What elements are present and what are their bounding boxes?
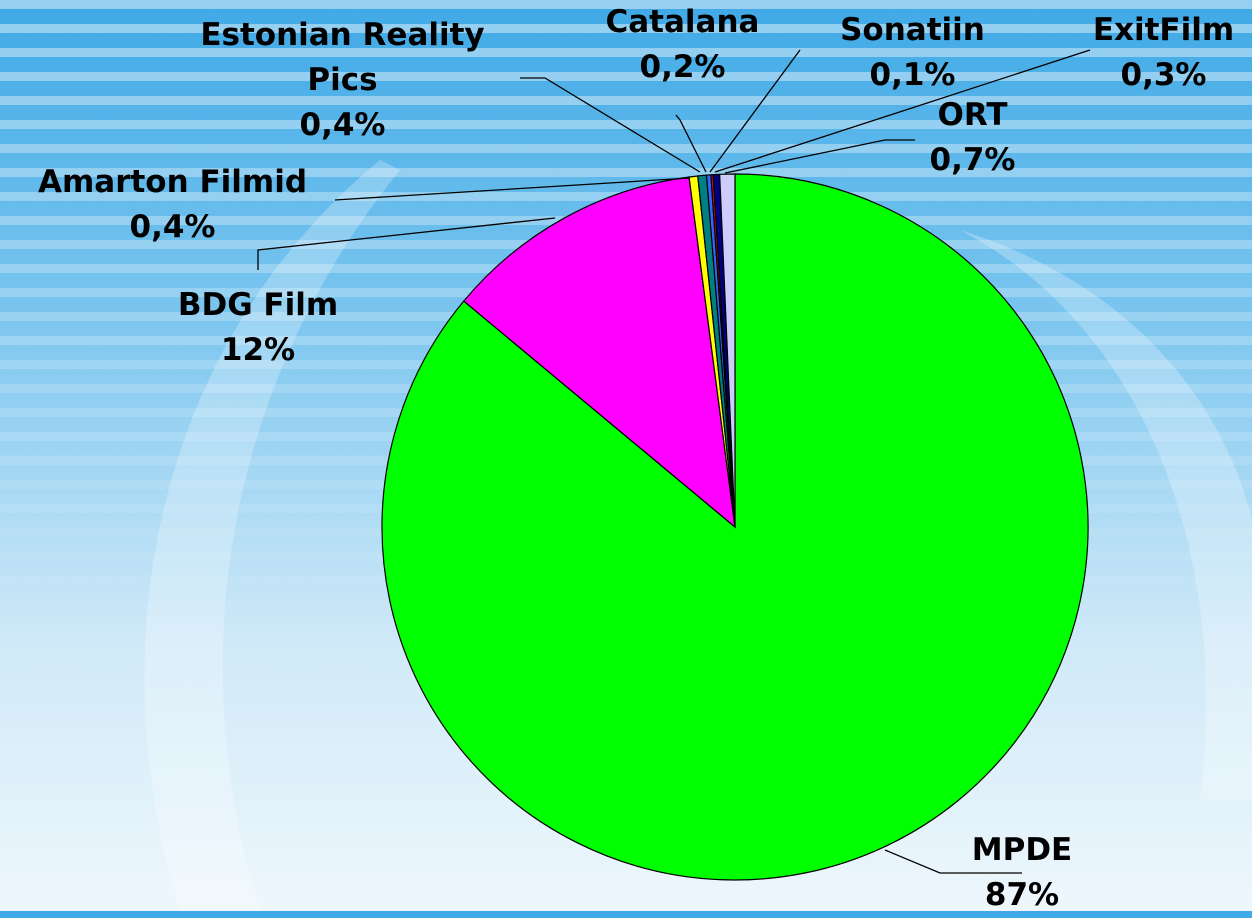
slice-name: Amarton Filmid — [37, 164, 308, 200]
background-swoosh — [960, 230, 1252, 800]
stripe — [0, 96, 1252, 105]
leader-line — [257, 217, 556, 270]
slice-value: 0,2% — [639, 49, 726, 85]
slice-label: ExitFilm 0,3% — [1075, 8, 1252, 98]
slice-value: 0,3% — [1120, 57, 1207, 93]
slice-name: ORT — [937, 97, 1008, 133]
leader-line — [724, 139, 915, 174]
stripe — [0, 168, 1252, 177]
leader-line — [714, 49, 1091, 173]
slice-label: MPDE 87% — [922, 828, 1122, 918]
slice-name: BDG Film — [177, 287, 339, 323]
leader-line — [675, 114, 707, 173]
slice-value: 0,4% — [299, 107, 386, 143]
slice-value: 0,1% — [869, 57, 956, 93]
pie — [381, 173, 1089, 881]
leader-line — [334, 177, 691, 201]
slice-name: ExitFilm — [1092, 12, 1235, 48]
pie-slice — [462, 176, 736, 529]
slice-value: 0,4% — [129, 209, 216, 245]
slice-name: Catalana — [605, 4, 760, 40]
slice-value: 87% — [984, 877, 1060, 913]
slice-label: Sonatiin 0,1% — [800, 8, 1025, 98]
pie-slice — [719, 173, 736, 528]
stripe — [0, 72, 1252, 81]
background-swoosh — [144, 160, 400, 911]
leader-line — [709, 49, 801, 173]
slice-label: ORT 0,7% — [880, 93, 1065, 183]
slice-name: Sonatiin — [840, 12, 985, 48]
slice-value: 0,7% — [929, 142, 1016, 178]
leader-lines — [257, 49, 1091, 874]
stripe — [0, 0, 1252, 9]
slice-name: MPDE — [971, 832, 1073, 868]
leader-line — [520, 77, 701, 173]
slice-label: BDG Film 12% — [108, 283, 408, 373]
slice-name: Estonian Reality Pics — [200, 17, 485, 98]
stripe — [0, 48, 1252, 57]
slice-label: Estonian Reality Pics 0,4% — [170, 13, 515, 148]
leader-line — [884, 849, 1022, 874]
slice-value: 12% — [220, 332, 296, 368]
slice-label: Catalana 0,2% — [560, 0, 805, 90]
stripe — [0, 24, 1252, 33]
stripe — [0, 144, 1252, 153]
slice-label: Amarton Filmid 0,4% — [0, 160, 345, 250]
stripe — [0, 120, 1252, 129]
